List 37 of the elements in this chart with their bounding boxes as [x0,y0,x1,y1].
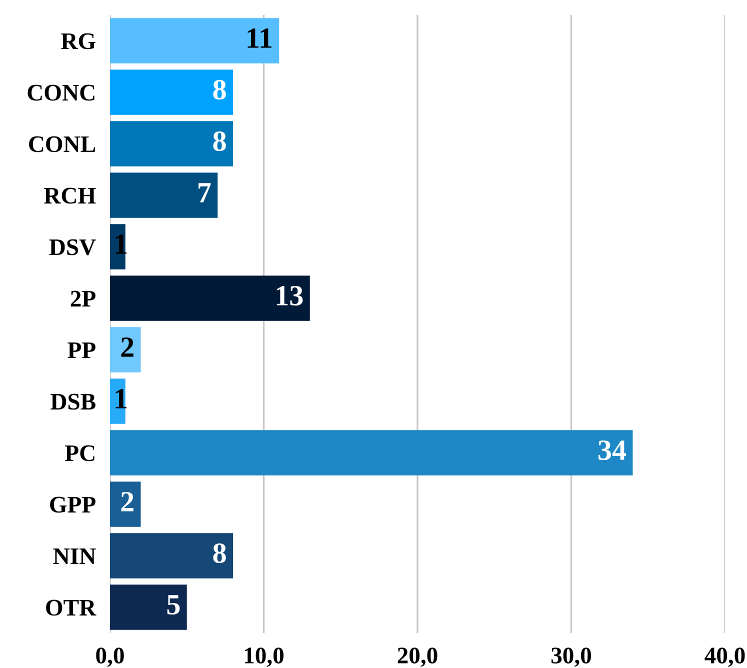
y-tick-label: DSB [50,394,96,410]
data-label: 34 [598,440,626,460]
y-tick-label: PC [65,445,94,462]
y-tick-label: RG [61,33,96,50]
data-label: 8 [213,543,226,564]
data-label: 2 [121,337,134,357]
bar [110,533,233,578]
y-tick-label: RCH [44,188,96,204]
x-tick-label: 30,0 [551,648,592,667]
y-tick-label: NIN [53,548,96,564]
bar [110,18,280,64]
bar [110,327,141,372]
y-tick-label: CONL [29,136,96,152]
data-label: 13 [276,286,303,306]
y-tick-label: GPP [50,496,96,513]
data-label: 11 [248,28,272,48]
x-tick-label: 40,0 [704,648,745,667]
data-label: 8 [213,131,226,152]
y-tick-label: DSV [49,239,96,256]
data-label: 7 [198,183,211,202]
bar [110,172,218,218]
bar [110,121,233,166]
x-tick-label: 10,0 [244,648,284,667]
x-tick-label: 0,0 [96,648,124,667]
bar [110,70,233,115]
y-tick-label: OTR [46,600,96,616]
data-label: 5 [167,595,180,615]
y-tick-label: 2P [70,290,96,306]
bar [110,584,187,630]
bar [110,276,310,321]
data-label: 8 [213,80,226,100]
bar [110,482,141,527]
x-tick-label: 20,0 [398,648,438,667]
data-label: 2 [121,492,134,512]
y-tick-label: PP [68,342,96,358]
bar [110,430,633,476]
y-tick-label: CONC [28,84,94,101]
